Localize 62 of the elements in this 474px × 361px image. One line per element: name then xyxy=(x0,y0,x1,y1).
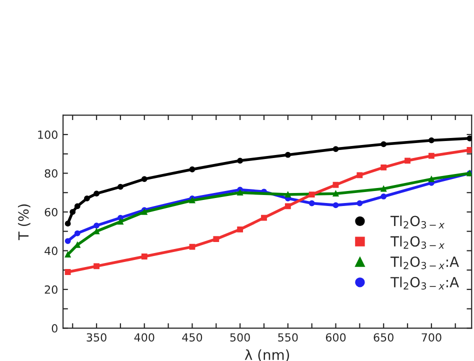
point xyxy=(70,209,76,215)
point xyxy=(380,194,387,200)
point xyxy=(64,238,71,244)
point xyxy=(284,192,291,198)
point xyxy=(64,252,71,258)
point xyxy=(356,200,363,206)
legend-label: Tl$_{2}$O$_{3−x}$ xyxy=(390,215,445,228)
point xyxy=(94,190,100,197)
point xyxy=(380,141,387,148)
point xyxy=(284,152,291,158)
point xyxy=(213,236,220,242)
point xyxy=(118,184,124,190)
y-tick-label: 60 xyxy=(44,208,58,216)
point xyxy=(284,203,291,210)
x-tick-label: 450 xyxy=(182,333,202,342)
point xyxy=(118,218,124,225)
point xyxy=(64,269,71,275)
point xyxy=(237,158,244,164)
x-tick-label: 700 xyxy=(422,333,442,342)
point xyxy=(380,186,387,192)
x-tick-label: 550 xyxy=(278,333,298,342)
y-tick-label: 40 xyxy=(44,246,58,256)
point xyxy=(428,137,434,144)
point xyxy=(404,158,410,164)
y-axis-title: T (%) xyxy=(18,204,30,240)
point xyxy=(141,254,148,260)
x-tick-label: 400 xyxy=(134,333,154,342)
x-tick-label: 500 xyxy=(230,333,250,342)
point xyxy=(308,200,315,206)
point xyxy=(332,182,339,188)
point xyxy=(84,195,90,202)
x-tick-label: 350 xyxy=(86,333,106,342)
point xyxy=(466,147,472,153)
point xyxy=(332,146,339,152)
point xyxy=(189,244,196,250)
point xyxy=(74,203,80,210)
point xyxy=(237,226,244,232)
point xyxy=(64,220,71,227)
point xyxy=(308,192,315,198)
y-tick-label: 100 xyxy=(38,130,58,139)
legend-label: Tl$_{2}$O$_{3−x}$:A xyxy=(390,276,459,290)
point xyxy=(189,166,196,172)
point xyxy=(237,190,244,196)
point xyxy=(74,230,80,236)
x-tick-label: 650 xyxy=(374,333,394,342)
point xyxy=(428,152,434,159)
point xyxy=(94,263,100,270)
point xyxy=(94,222,100,228)
y-tick-label: 0 xyxy=(52,324,58,333)
point xyxy=(466,135,472,142)
x-tick-label: 600 xyxy=(326,333,346,342)
point xyxy=(261,214,267,221)
legend-label: Tl$_{2}$O$_{3−x}$ xyxy=(390,236,445,249)
point xyxy=(141,176,148,182)
point xyxy=(428,176,434,182)
point xyxy=(380,164,387,170)
y-tick-label: 20 xyxy=(44,285,58,294)
point xyxy=(332,202,339,208)
point xyxy=(356,172,363,178)
y-tick-label: 80 xyxy=(44,169,58,178)
point xyxy=(332,190,339,197)
legend-label: Tl$_{2}$O$_{3−x}$:A xyxy=(390,256,459,270)
